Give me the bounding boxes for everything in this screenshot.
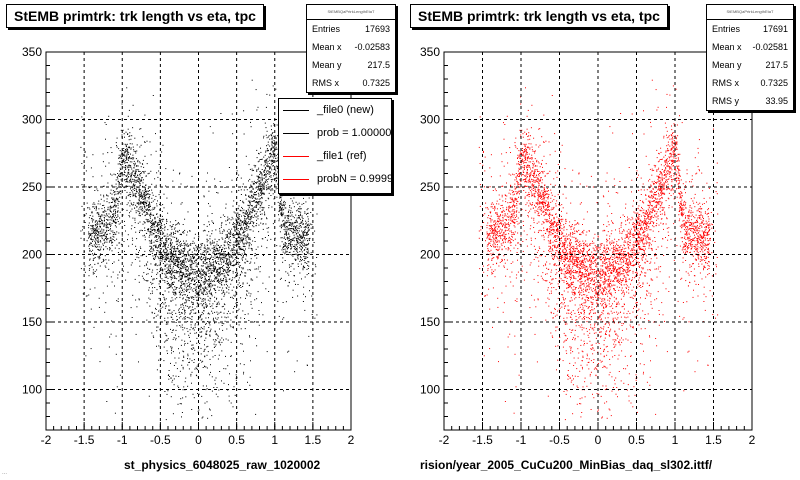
- stats-box-left: StEMBQaPrtrkLengthEtaT Entries 17693 Mean…: [306, 4, 396, 93]
- legend-entry-probn: probN = 0.999968: [279, 168, 391, 191]
- x-tick-label: 0.5: [628, 433, 645, 447]
- y-tick-label: 200: [22, 248, 42, 262]
- x-tick-label: 1.5: [705, 433, 722, 447]
- stats-row-rms-x: RMS x 0.7325: [312, 78, 390, 88]
- y-tick-label: 300: [420, 113, 440, 127]
- x-tick-label: 2: [749, 433, 756, 447]
- x-tick-label: -0.5: [549, 433, 570, 447]
- legend-box: _file0 (new) prob = 1.000000 _file1 (ref…: [278, 98, 392, 194]
- legend-line-icon: [283, 179, 309, 180]
- x-tick-label: -2: [41, 433, 52, 447]
- x-tick-label: -1: [516, 433, 527, 447]
- panel-caption-left: st_physics_6048025_raw_1020002: [124, 458, 321, 472]
- y-tick-label: 150: [420, 315, 440, 329]
- stats-row-entries: Entries 17693: [312, 24, 390, 34]
- y-tick-label: 250: [22, 180, 42, 194]
- x-tick-label: -1: [117, 433, 128, 447]
- x-tick-label: 0.5: [228, 433, 245, 447]
- x-tick-label: 2: [348, 433, 355, 447]
- panel-title-right: StEMB primtrk: trk length vs eta, tpc: [410, 4, 668, 28]
- x-tick-label: -2: [439, 433, 450, 447]
- scatter-points-1: [478, 79, 719, 421]
- y-tick-label: 350: [22, 45, 42, 59]
- panel-title-left: StEMB primtrk: trk length vs eta, tpc: [6, 4, 264, 28]
- stats-row-mean-y: Mean y 217.5: [712, 60, 788, 70]
- stats-row-rms-y: RMS y 33.95: [712, 96, 788, 106]
- stats-name: StEMBQaPrtrkLengthEtaT: [307, 5, 395, 20]
- x-tick-label: -0.5: [150, 433, 171, 447]
- x-tick-label: -1.5: [472, 433, 493, 447]
- x-tick-label: -1.5: [74, 433, 95, 447]
- stats-row-mean-x: Mean x -0.02583: [312, 42, 390, 52]
- y-tick-label: 150: [22, 315, 42, 329]
- panel-caption-right: rision/year_2005_CuCu200_MinBias_daq_sl3…: [420, 458, 713, 472]
- x-tick-label: 1.5: [305, 433, 322, 447]
- stats-row-rms-x: RMS x 0.7325: [712, 78, 788, 88]
- x-tick-label: 1: [672, 433, 679, 447]
- legend-line-icon: [283, 110, 309, 111]
- y-tick-label: 350: [420, 45, 440, 59]
- stats-name: StEMBQaPrtrkLengthEtaT: [707, 5, 793, 20]
- legend-entry-prob: prob = 1.000000: [279, 122, 391, 145]
- stats-row-entries: Entries 17691: [712, 24, 788, 34]
- x-tick-label: 1: [271, 433, 278, 447]
- stats-row-mean-x: Mean x -0.02581: [712, 42, 788, 52]
- stats-row-mean-y: Mean y 217.5: [312, 60, 390, 70]
- legend-entry-file0: _file0 (new): [279, 99, 391, 122]
- footer-text: ...: [2, 470, 8, 476]
- legend-entry-file1: _file1 (ref): [279, 145, 391, 168]
- x-tick-label: 0: [595, 433, 602, 447]
- legend-line-icon: [283, 133, 309, 134]
- legend-line-icon: [283, 156, 309, 157]
- x-tick-label: 0: [195, 433, 202, 447]
- y-tick-label: 300: [22, 113, 42, 127]
- scatter-points-0: [80, 79, 318, 421]
- y-tick-label: 250: [420, 180, 440, 194]
- y-tick-label: 100: [22, 383, 42, 397]
- stats-box-right: StEMBQaPrtrkLengthEtaT Entries 17691 Mean…: [706, 4, 794, 111]
- y-tick-label: 100: [420, 383, 440, 397]
- y-tick-label: 200: [420, 248, 440, 262]
